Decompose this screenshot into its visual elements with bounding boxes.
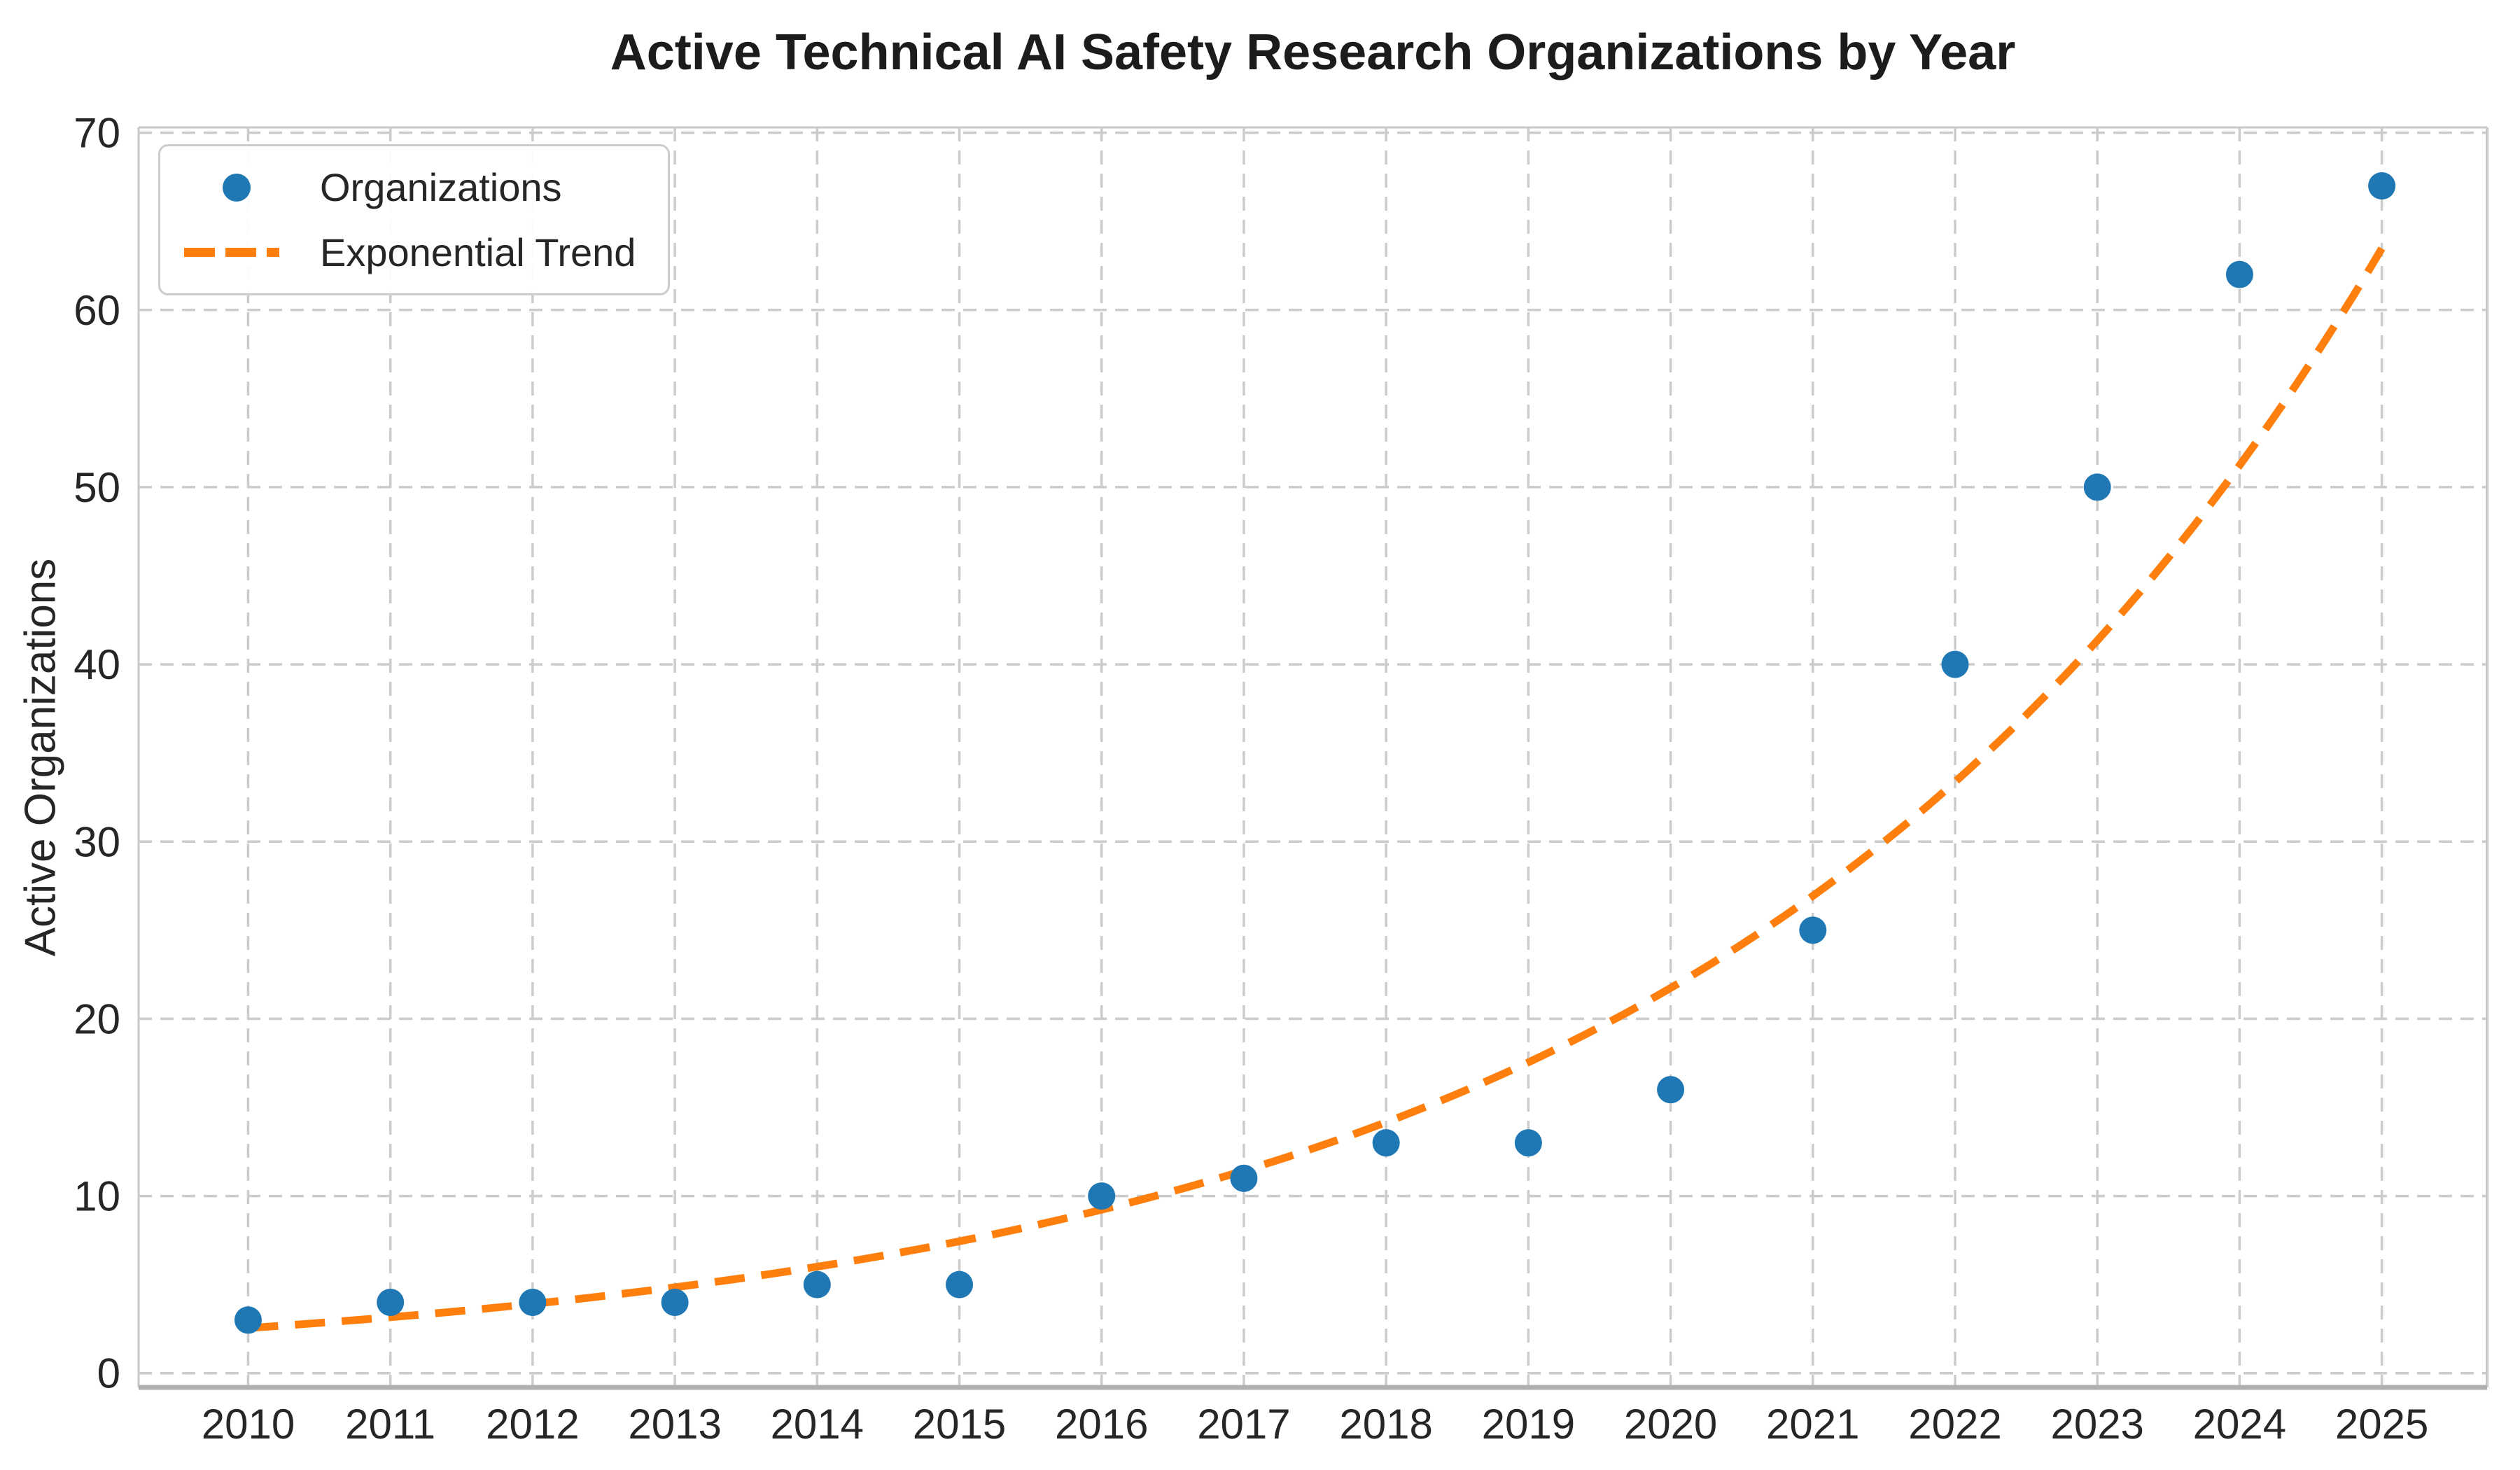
x-tick-label: 2010 — [202, 1401, 295, 1448]
y-tick-label: 10 — [74, 1173, 120, 1220]
y-tick-label: 20 — [74, 995, 120, 1042]
chart-title: Active Technical AI Safety Research Orga… — [610, 24, 2016, 80]
scatter-point — [1088, 1182, 1116, 1210]
scatter-point — [1799, 916, 1827, 944]
y-tick-label: 40 — [74, 641, 120, 688]
legend: Organizations Exponential Trend — [158, 144, 671, 295]
legend-item-organizations: Organizations — [184, 164, 636, 210]
x-tick-label: 2023 — [2050, 1401, 2143, 1448]
scatter-point — [2225, 260, 2253, 288]
y-tick-label: 30 — [74, 818, 120, 865]
x-tick-label: 2024 — [2193, 1401, 2286, 1448]
trend-line — [248, 246, 2386, 1332]
x-tick-label: 2022 — [1908, 1401, 2001, 1448]
y-tick-label: 50 — [74, 464, 120, 511]
legend-item-exponential-trend: Exponential Trend — [184, 230, 636, 275]
x-tick-label: 2013 — [628, 1401, 721, 1448]
scatter-point — [803, 1270, 831, 1298]
x-tick-label: 2019 — [1482, 1401, 1575, 1448]
x-tick-label: 2012 — [486, 1401, 579, 1448]
scatter-point — [377, 1288, 405, 1316]
x-tick-label: 2011 — [345, 1401, 435, 1448]
x-tick-label: 2020 — [1624, 1401, 1717, 1448]
x-tick-label: 2014 — [771, 1401, 864, 1448]
x-tick-label: 2021 — [1766, 1401, 1859, 1448]
scatter-point — [1230, 1164, 1258, 1192]
dashed-line-icon — [184, 248, 289, 257]
x-tick-label: 2015 — [913, 1401, 1006, 1448]
y-tick-label: 0 — [97, 1350, 120, 1397]
scatter-point — [234, 1306, 262, 1334]
legend-label-organizations: Organizations — [320, 165, 562, 209]
scatter-point — [519, 1288, 547, 1316]
scatter-point — [2368, 172, 2396, 200]
scatter-point — [1372, 1129, 1400, 1157]
scatter-marker-icon — [184, 173, 289, 202]
x-tick-label: 2025 — [2335, 1401, 2428, 1448]
scatter-point — [1514, 1129, 1542, 1157]
x-tick-label: 2016 — [1055, 1401, 1148, 1448]
scatter-point — [1941, 650, 1969, 678]
scatter-point — [661, 1288, 689, 1316]
y-tick-label: 70 — [74, 110, 120, 157]
x-tick-label: 2018 — [1339, 1401, 1432, 1448]
legend-label-exponential-trend: Exponential Trend — [320, 230, 636, 274]
scatter-point — [2083, 473, 2111, 501]
x-tick-label: 2017 — [1197, 1401, 1290, 1448]
scatter-point — [946, 1270, 974, 1298]
y-tick-label: 60 — [74, 287, 120, 334]
scatter-point — [1657, 1076, 1685, 1104]
